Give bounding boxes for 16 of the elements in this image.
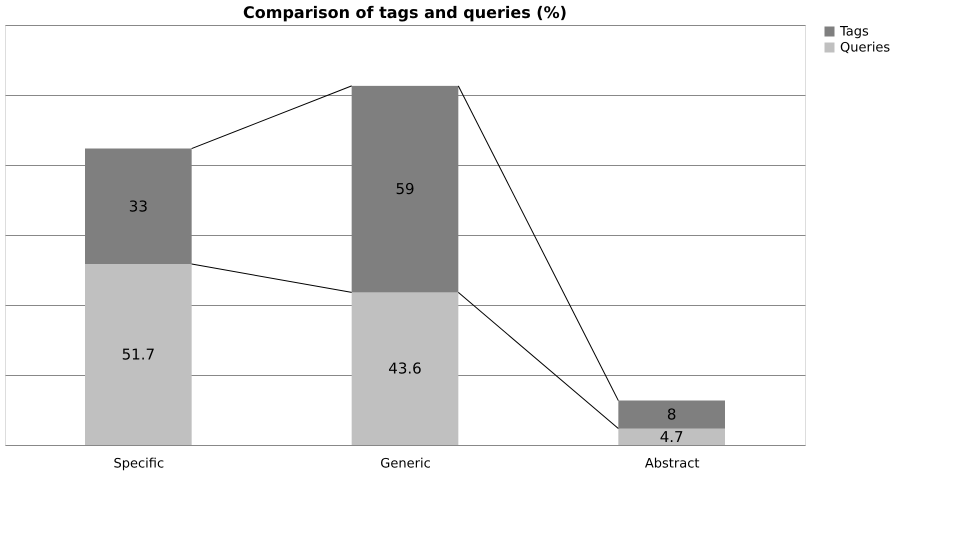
x-tick-label: Generic — [380, 456, 431, 472]
data-label: 8 — [666, 406, 676, 424]
data-label: 51.7 — [122, 346, 156, 364]
legend-label: Tags — [839, 24, 870, 40]
data-label: 4.7 — [660, 428, 684, 446]
bar — [618, 400, 725, 429]
data-label: 33 — [128, 197, 148, 216]
data-label: 43.6 — [388, 360, 422, 378]
x-tick-label: Abstract — [644, 456, 700, 472]
x-tick-label: Specific — [114, 456, 164, 472]
bar — [618, 428, 725, 445]
bar — [352, 292, 458, 445]
chart-title: Comparison of tags and queries (%) — [243, 3, 567, 22]
legend-label: Queries — [840, 40, 890, 56]
data-label: 59 — [395, 180, 415, 198]
bar — [85, 264, 192, 445]
